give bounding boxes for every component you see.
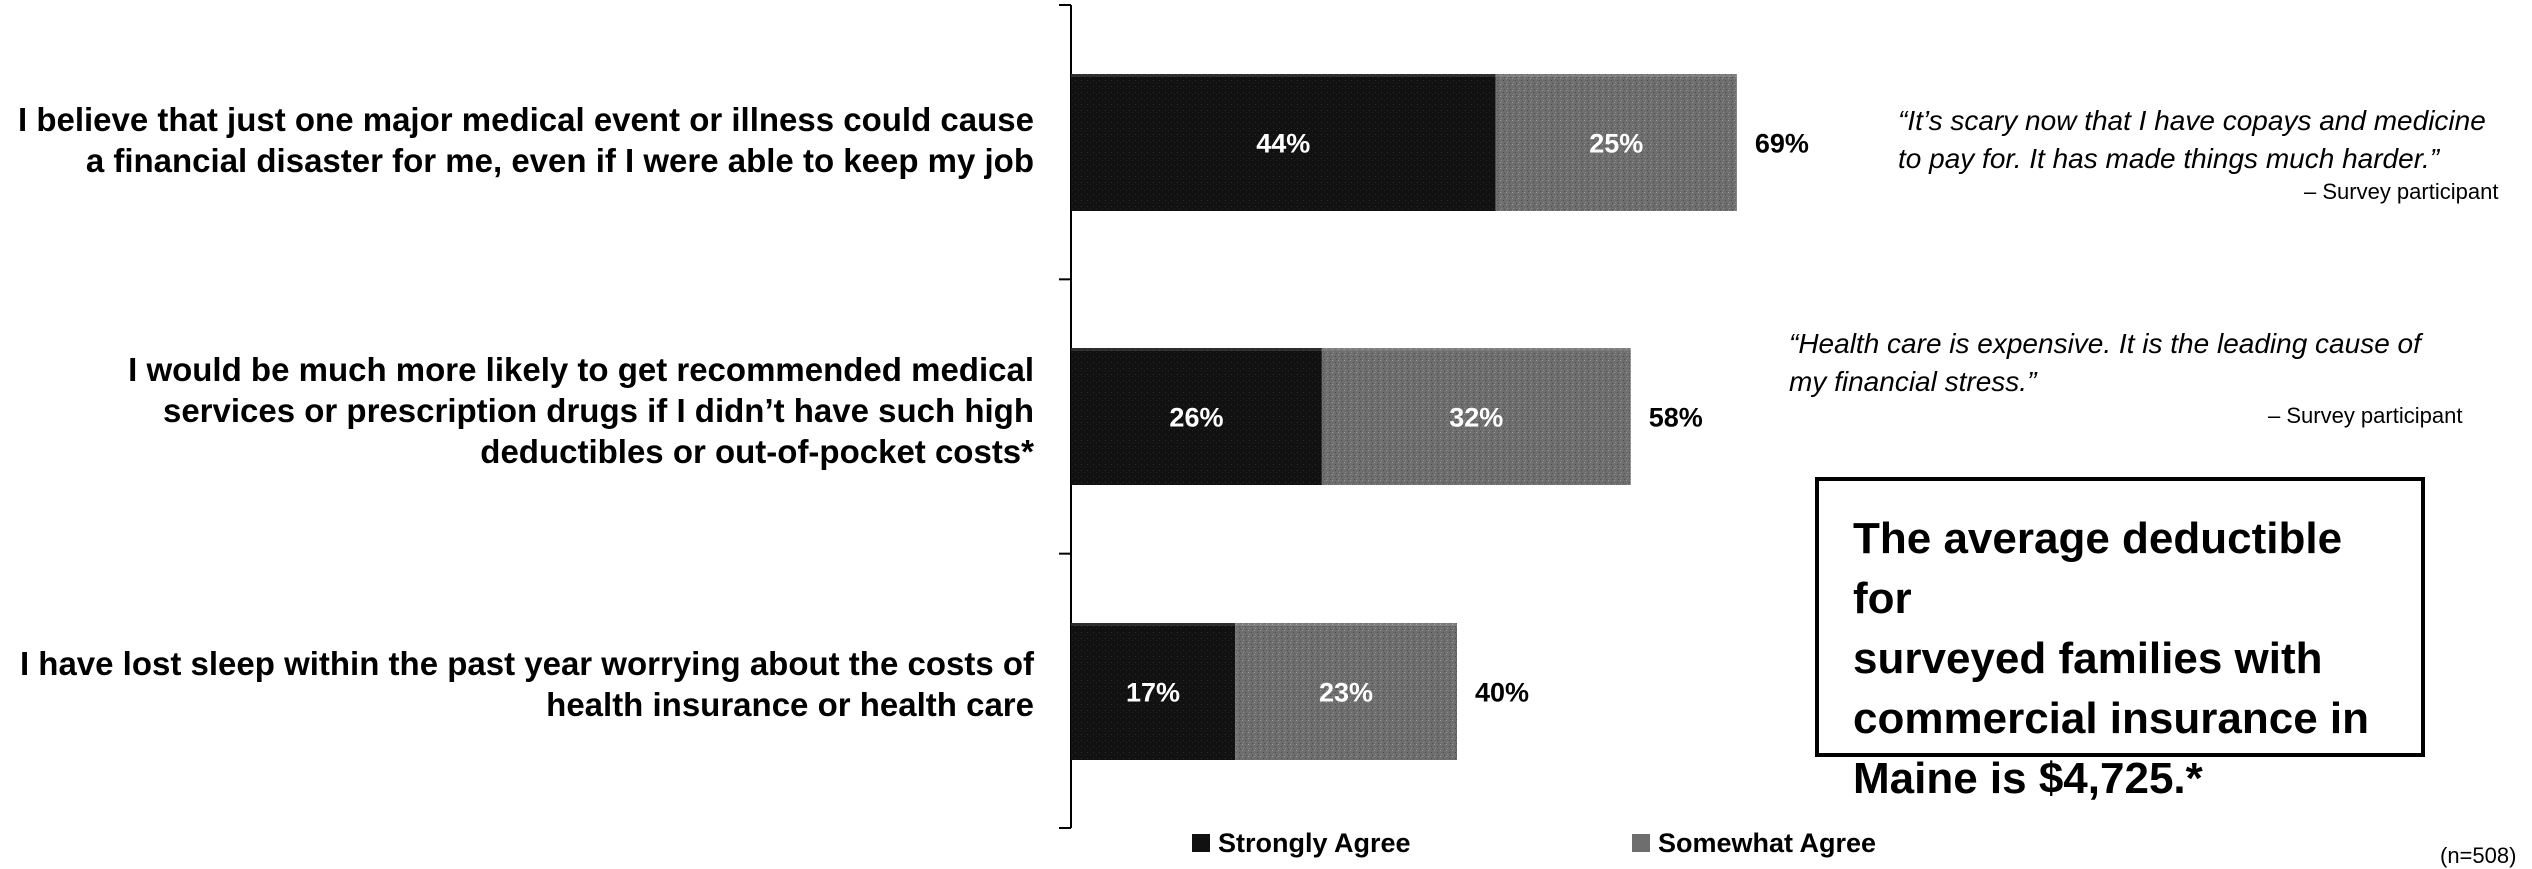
category-label-2: I would be much more likely to get recom… [4, 349, 1034, 472]
quote-line: “Health care is expensive. It is the lea… [1789, 328, 2421, 359]
data-label: 44% [1256, 129, 1310, 159]
legend-swatch-icon [1632, 834, 1650, 852]
category-label-line: health insurance or health care [546, 686, 1034, 723]
quote-line: my financial stress.” [1789, 366, 2037, 397]
bar-strongly-agree-3 [1071, 623, 1236, 760]
bar-somewhat-agree-2 [1321, 348, 1631, 485]
legend-item-somewhat-agree: Somewhat Agree [1632, 828, 1876, 859]
sample-size-footnote: (n=508) [2440, 843, 2517, 868]
quote-line: to pay for. It has made things much hard… [1898, 143, 2440, 174]
total-label: 69% [1755, 129, 1809, 159]
bar-highlight [1071, 74, 1737, 77]
data-label: 23% [1319, 678, 1373, 708]
category-label-line: deductibles or out-of-pocket costs* [480, 433, 1034, 470]
category-label-line: I have lost sleep within the past year w… [19, 645, 1034, 682]
legend-label: Somewhat Agree [1658, 828, 1877, 858]
data-label: 17% [1126, 678, 1180, 708]
deductible-callout-box: The average deductible for surveyed fami… [1815, 477, 2425, 803]
legend-item-strongly-agree: Strongly Agree [1192, 828, 1411, 859]
category-label-line: a financial disaster for me, even if I w… [85, 142, 1034, 179]
data-label: 26% [1169, 403, 1223, 433]
bar-strongly-agree-1 [1071, 74, 1496, 211]
callout-line: The average deductible for [1853, 514, 2343, 623]
callout-line: Maine is $4,725.* [1853, 754, 2203, 803]
quote-1-attribution: – Survey participant [2304, 179, 2499, 204]
callout-line: surveyed families with [1853, 634, 2323, 683]
quote-1: “It’s scary now that I have copays and m… [1898, 102, 2486, 178]
quote-line: “It’s scary now that I have copays and m… [1898, 105, 2486, 136]
total-label: 58% [1649, 403, 1703, 433]
category-label-line: services or prescription drugs if I didn… [162, 392, 1034, 429]
callout-line: commercial insurance in [1853, 694, 2369, 743]
category-label-line: I would be much more likely to get recom… [128, 351, 1034, 388]
quote-2: “Health care is expensive. It is the lea… [1789, 325, 2421, 401]
data-label: 32% [1449, 403, 1503, 433]
bar-somewhat-agree-3 [1235, 623, 1457, 760]
data-label: 25% [1589, 129, 1643, 159]
bar-strongly-agree-2 [1071, 348, 1322, 485]
bar-somewhat-agree-1 [1495, 74, 1737, 211]
category-label-1: I believe that just one major medical ev… [4, 99, 1034, 181]
category-label-line: I believe that just one major medical ev… [17, 101, 1034, 138]
category-label-3: I have lost sleep within the past year w… [4, 643, 1034, 725]
quote-2-attribution: – Survey participant [2268, 403, 2463, 428]
legend-label: Strongly Agree [1218, 828, 1411, 858]
bar-highlight [1071, 623, 1457, 626]
bar-highlight [1071, 348, 1631, 351]
total-label: 40% [1475, 678, 1529, 708]
legend-swatch-icon [1192, 834, 1210, 852]
